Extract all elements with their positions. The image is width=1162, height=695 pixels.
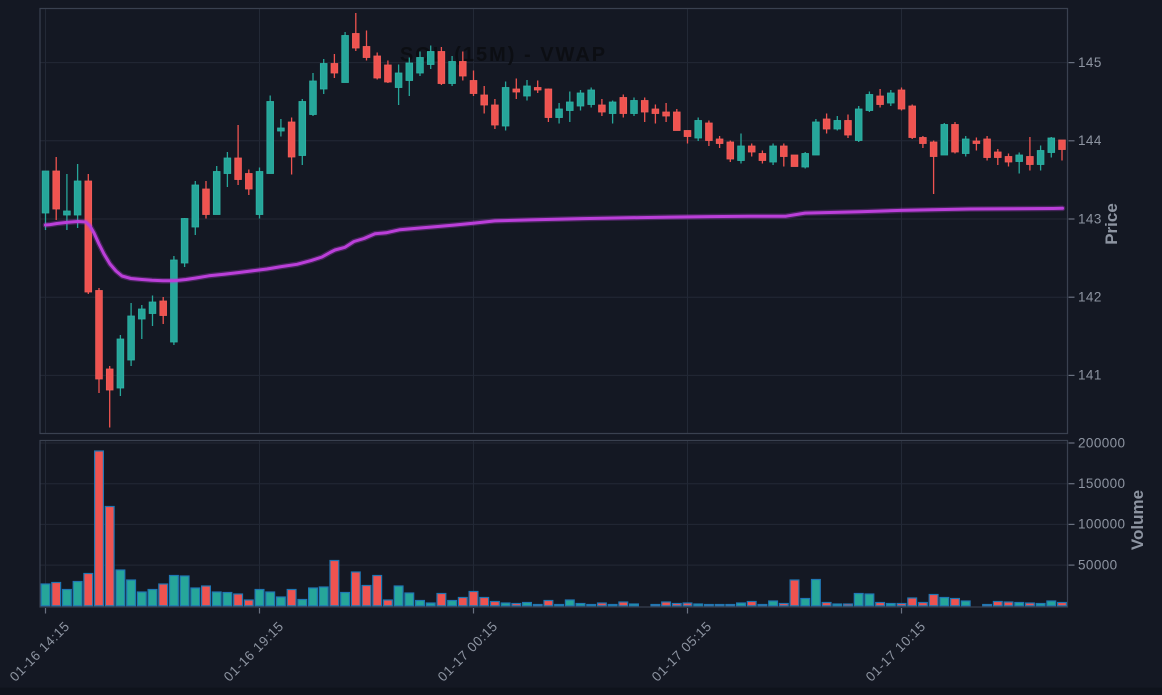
svg-text:SOL (15M) - VWAP: SOL (15M) - VWAP — [400, 44, 607, 66]
svg-text:143: 143 — [1078, 211, 1102, 226]
svg-text:141: 141 — [1078, 368, 1102, 383]
svg-text:Volume: Volume — [1128, 490, 1147, 550]
svg-text:142: 142 — [1078, 290, 1102, 305]
svg-text:50000: 50000 — [1078, 557, 1118, 572]
svg-text:144: 144 — [1078, 133, 1102, 148]
svg-text:100000: 100000 — [1078, 517, 1125, 532]
svg-text:145: 145 — [1078, 55, 1102, 70]
svg-text:150000: 150000 — [1078, 476, 1125, 491]
svg-text:Price: Price — [1102, 203, 1121, 245]
svg-text:200000: 200000 — [1078, 435, 1125, 450]
